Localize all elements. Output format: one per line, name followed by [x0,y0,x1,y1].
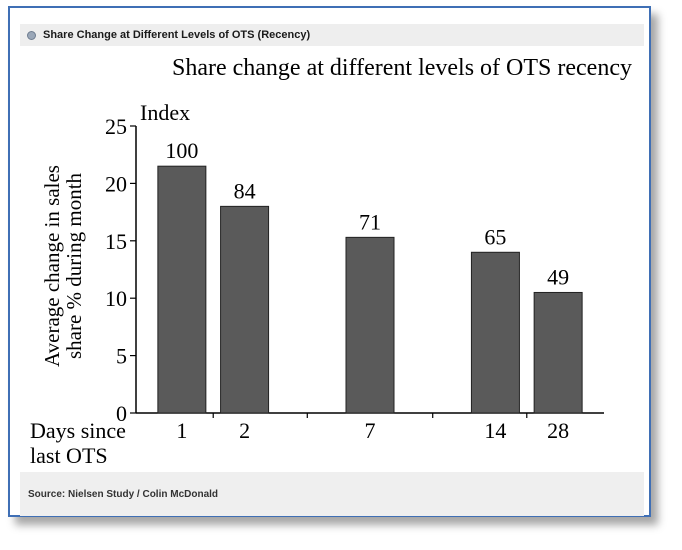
bar-data-label: 65 [484,224,506,249]
chart-title: Share change at different levels of OTS … [172,55,632,81]
y-tick-label: 0 [116,401,127,426]
panel-frame: Share Change at Different Levels of OTS … [8,6,651,517]
bars: 100 1 84 2 71 7 65 14 49 28 [157,138,583,443]
bar [533,291,583,414]
bar-data-label: 100 [165,138,198,163]
chart-area: Share change at different levels of OTS … [22,48,644,472]
bar [470,251,520,414]
x-tick-label: 2 [239,418,250,443]
panel-header: Share Change at Different Levels of OTS … [20,24,644,46]
y-axis-label-line-2: share % during month [62,172,86,359]
panel-title: Share Change at Different Levels of OTS … [43,29,311,41]
y-tick-label: 15 [105,229,127,254]
y-axis-label-line-1: Average change in sales [40,165,64,367]
bar-chart: Share change at different levels of OTS … [30,55,632,468]
bar [157,165,207,414]
x-axis-label-line-2: last OTS [30,443,108,468]
x-tick-label: 7 [365,418,376,443]
bar-data-label: 84 [234,178,256,203]
bar [345,236,395,414]
x-tick-label: 14 [484,418,506,443]
bar-data-label: 49 [547,264,569,289]
bar [220,205,270,414]
y-tick-label: 5 [116,344,127,369]
source-note: Source: Nielsen Study / Colin McDonald [28,489,219,500]
y-tick-label: 10 [105,286,127,311]
index-label: Index [140,100,190,125]
x-tick-label: 28 [547,418,569,443]
axes: 0 5 10 15 20 25 [105,114,604,426]
x-tick-label: 1 [176,418,187,443]
panel-footer: Source: Nielsen Study / Colin McDonald [20,472,644,516]
x-axis-label-line-1: Days since [30,418,126,443]
y-tick-label: 20 [105,171,127,196]
y-tick-label: 25 [105,114,127,139]
bullet-icon [27,30,36,40]
bar-data-label: 71 [359,209,381,234]
